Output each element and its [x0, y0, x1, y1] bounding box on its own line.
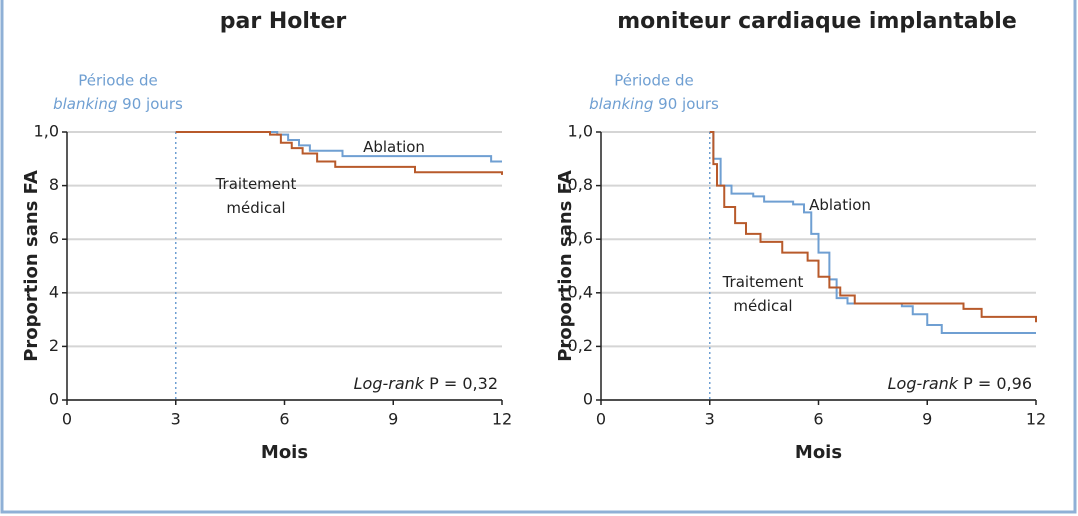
- chart-title: par Holter: [220, 9, 347, 34]
- logrank-text: P = 0,32: [429, 374, 498, 393]
- logrank: Log-rank P = 0,32: [354, 374, 498, 393]
- note: Période de: [614, 72, 694, 90]
- note-italic: blanking: [53, 95, 117, 113]
- x-tick-label: 12: [1026, 410, 1046, 429]
- km-curve: [175, 131, 502, 163]
- y-tick-label: 2: [49, 336, 59, 355]
- series-label: Ablation: [363, 138, 425, 156]
- series-label: Ablation: [809, 196, 871, 214]
- series-label: Traitement médical: [722, 273, 804, 315]
- km-curve: [175, 131, 503, 175]
- y-tick-label: 6: [49, 229, 59, 248]
- y-tick-label: 8: [49, 175, 59, 194]
- km-curve: [709, 131, 1036, 334]
- chart-title: moniteur cardiaque implantable: [617, 9, 1017, 34]
- x-tick-label: 12: [492, 410, 512, 429]
- x-axis-label: Mois: [795, 442, 842, 463]
- x-tick-label: 3: [705, 410, 715, 429]
- y-tick-label: 0: [583, 390, 593, 409]
- note-rest: 90 jours: [122, 95, 183, 113]
- y-tick-label: 0,2: [568, 336, 593, 355]
- y-tick-label: 0,8: [568, 175, 593, 194]
- note-italic: blanking: [589, 95, 653, 113]
- note: blanking 90 jours: [53, 95, 183, 113]
- y-tick-label: 1,0: [34, 122, 59, 141]
- logrank-italic: Log-rank: [354, 374, 425, 393]
- y-tick-label: 0,6: [568, 229, 593, 248]
- y-tick-label: 0,4: [568, 282, 593, 301]
- note: blanking 90 jours: [589, 95, 719, 113]
- x-tick-label: 3: [171, 410, 181, 429]
- x-tick-label: 6: [279, 410, 289, 429]
- y-tick-label: 0: [49, 390, 59, 409]
- x-tick-label: 9: [388, 410, 398, 429]
- x-axis-label: Mois: [261, 442, 308, 463]
- note: Période de: [78, 72, 158, 90]
- y-axis-label: Proportion sans FA: [555, 170, 576, 362]
- y-axis-label: Proportion sans FA: [21, 170, 42, 362]
- km-curve: [709, 131, 1037, 323]
- x-tick-label: 0: [596, 410, 606, 429]
- logrank: Log-rank P = 0,96: [888, 374, 1032, 393]
- y-tick-label: 1,0: [568, 122, 593, 141]
- x-tick-label: 6: [813, 410, 823, 429]
- x-tick-label: 9: [922, 410, 932, 429]
- series-label: Traitement médical: [215, 175, 297, 217]
- logrank-text: P = 0,96: [963, 374, 1032, 393]
- x-tick-label: 0: [62, 410, 72, 429]
- logrank-italic: Log-rank: [888, 374, 959, 393]
- y-tick-label: 4: [49, 282, 59, 301]
- note-rest: 90 jours: [658, 95, 719, 113]
